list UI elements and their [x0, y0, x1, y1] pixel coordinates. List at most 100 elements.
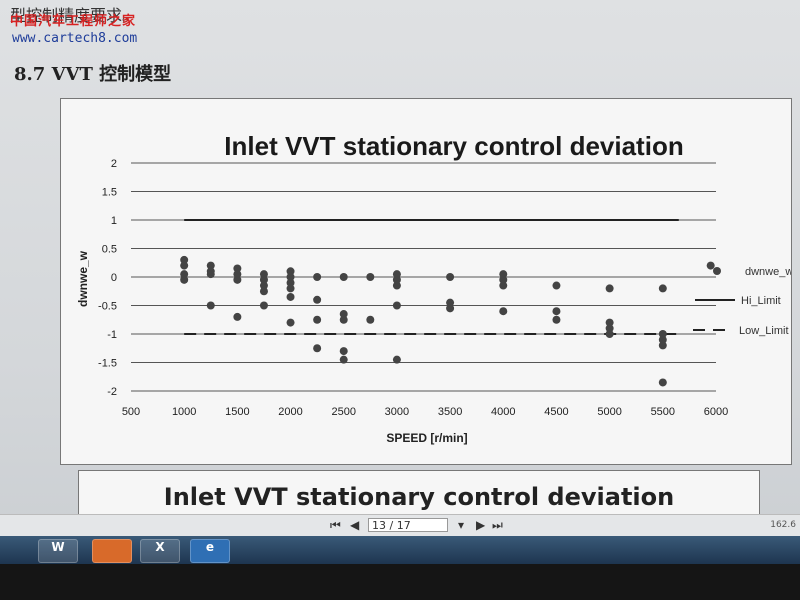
document-top-text: 型控制精度要求。	[10, 6, 139, 25]
data-point	[658, 335, 667, 344]
data-point	[313, 295, 322, 304]
taskbar-excel-icon[interactable]: X	[140, 539, 180, 563]
y-tick-label: 0.5	[102, 244, 117, 256]
data-point	[366, 315, 375, 324]
y-axis-label: dwnwe_w	[76, 250, 90, 307]
x-tick-label: 4500	[544, 406, 568, 418]
x-tick-label: 4000	[491, 406, 515, 418]
data-point	[392, 281, 401, 290]
taskbar-foxit-icon[interactable]	[92, 539, 132, 563]
data-point	[446, 304, 455, 313]
data-point	[658, 330, 667, 338]
data-point	[233, 270, 242, 279]
data-point	[233, 312, 242, 321]
taskbar-word-icon[interactable]: W	[38, 539, 78, 563]
section-heading: 8.7 VVT 控制模型	[14, 64, 172, 85]
data-point	[180, 275, 189, 284]
data-point	[366, 273, 375, 281]
data-point	[552, 281, 561, 290]
data-point	[605, 330, 614, 338]
data-point	[259, 275, 268, 284]
data-point	[286, 292, 295, 301]
x-tick-label: 500	[122, 406, 140, 418]
data-point	[605, 284, 614, 293]
page-dropdown-icon[interactable]: ▾	[458, 518, 465, 532]
first-page-button[interactable]: ⏮	[330, 518, 341, 532]
y-tick-label: -2	[107, 386, 117, 398]
y-tick-label: 1	[111, 215, 117, 227]
data-point	[499, 307, 508, 316]
y-tick-label: 2	[111, 158, 117, 170]
data-point	[313, 344, 322, 353]
data-point	[233, 264, 242, 273]
data-point	[206, 270, 215, 279]
next-slide-title: Inlet VVT stationary control deviation	[163, 483, 675, 511]
last-page-button[interactable]: ⏭	[492, 518, 503, 532]
data-point	[658, 378, 667, 387]
data-point	[552, 315, 561, 324]
data-point	[706, 261, 715, 270]
x-tick-label: 2500	[331, 406, 355, 418]
legend-dwnwe-label: dwnwe_w	[745, 266, 791, 278]
data-point	[658, 284, 667, 293]
data-point	[206, 261, 215, 270]
data-point	[286, 318, 295, 327]
x-tick-label: 5500	[651, 406, 675, 418]
legend-low-limit-label: Low_Limit	[739, 325, 789, 337]
x-tick-label: 3500	[438, 406, 462, 418]
data-point	[313, 315, 322, 324]
data-point	[286, 267, 295, 276]
prev-page-button[interactable]: ◀	[350, 518, 360, 532]
data-point	[339, 347, 348, 356]
legend-hi-limit-label: Hi_Limit	[741, 295, 781, 307]
data-point	[313, 273, 322, 281]
data-point	[658, 341, 667, 350]
data-point	[499, 275, 508, 284]
x-tick-label: 2000	[278, 406, 302, 418]
data-point	[180, 270, 189, 279]
chart: Inlet VVT stationary control deviation 2…	[76, 131, 791, 445]
data-point	[605, 324, 614, 333]
data-point	[499, 281, 508, 290]
data-point	[286, 284, 295, 293]
y-tick-label: -0.5	[98, 301, 117, 313]
data-point	[339, 355, 348, 364]
data-point	[286, 278, 295, 287]
data-point	[392, 270, 401, 279]
legend-dwnwe-marker	[713, 267, 721, 275]
data-point	[392, 275, 401, 284]
data-point	[446, 298, 455, 307]
viewer-toolbar: ⏮ ◀ 13 / 17 ▾ ▶ ⏭ 162.6	[0, 514, 800, 537]
chart-title: Inlet VVT stationary control deviation	[224, 131, 683, 161]
watermark-url: www.cartech8.com	[12, 31, 138, 46]
data-point	[392, 355, 401, 364]
next-page-button[interactable]: ▶	[476, 518, 486, 532]
data-point	[605, 318, 614, 327]
data-point	[180, 255, 189, 264]
monitor-bezel	[0, 564, 800, 600]
watermark: 中国汽车工程师之家	[10, 14, 137, 29]
data-point	[339, 310, 348, 319]
data-point	[259, 270, 268, 279]
data-point	[392, 301, 401, 310]
data-point	[339, 315, 348, 324]
data-point	[499, 270, 508, 279]
data-point	[206, 301, 215, 310]
x-tick-label: 6000	[704, 406, 728, 418]
y-tick-label: 1.5	[102, 187, 117, 199]
y-tick-label: -1	[107, 329, 117, 341]
page-number-field[interactable]: 13 / 17	[368, 518, 448, 532]
data-point	[446, 273, 455, 281]
taskbar-ie-icon[interactable]: e	[190, 539, 230, 563]
zoom-level: 162.6	[770, 520, 796, 530]
x-tick-label: 1500	[225, 406, 249, 418]
data-point	[233, 275, 242, 284]
y-tick-label: 0	[111, 272, 117, 284]
data-point	[180, 261, 189, 270]
x-axis-label: SPEED [r/min]	[386, 431, 467, 445]
x-tick-label: 3000	[385, 406, 409, 418]
data-point	[259, 287, 268, 296]
y-tick-label: -1.5	[98, 358, 117, 370]
data-point	[286, 273, 295, 281]
